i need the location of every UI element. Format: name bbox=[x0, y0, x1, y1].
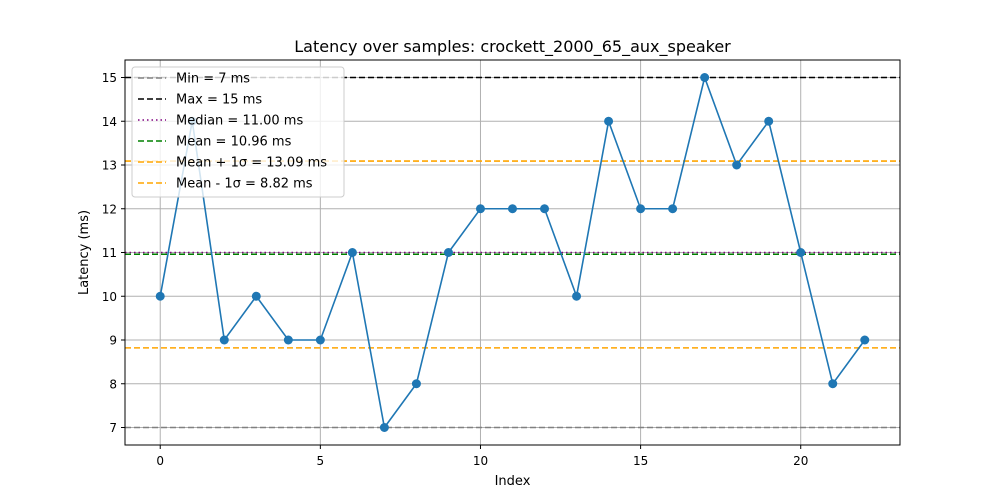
data-point bbox=[155, 291, 165, 301]
legend-label: Max = 15 ms bbox=[176, 93, 262, 108]
y-tick-label: 12 bbox=[102, 202, 117, 216]
data-point bbox=[828, 379, 838, 389]
data-point bbox=[475, 204, 485, 214]
y-tick-label: 15 bbox=[102, 71, 117, 85]
data-point bbox=[219, 335, 229, 345]
y-tick-label: 8 bbox=[109, 377, 117, 391]
data-point bbox=[508, 204, 517, 214]
data-point bbox=[764, 116, 774, 126]
legend-label: Mean + 1σ = 13.09 ms bbox=[176, 156, 327, 171]
data-point bbox=[860, 335, 870, 345]
data-point bbox=[668, 204, 678, 214]
data-point bbox=[604, 116, 614, 126]
y-tick-label: 13 bbox=[102, 159, 117, 173]
y-axis-ticks: 7 8 9 10 11 12 13 14 15 bbox=[102, 71, 125, 435]
data-point bbox=[796, 248, 806, 257]
data-point bbox=[700, 73, 710, 82]
y-tick-label: 9 bbox=[109, 334, 117, 348]
data-point bbox=[443, 248, 453, 257]
y-axis-label: Latency (ms) bbox=[77, 210, 92, 295]
data-point bbox=[315, 335, 325, 345]
x-tick-label: 15 bbox=[633, 454, 648, 468]
legend-label: Mean - 1σ = 8.82 ms bbox=[176, 177, 313, 192]
data-point bbox=[572, 291, 582, 301]
legend-box bbox=[131, 66, 345, 198]
data-point bbox=[636, 204, 646, 214]
data-point bbox=[732, 160, 742, 170]
y-tick-label: 14 bbox=[102, 115, 117, 129]
x-axis-label: Index bbox=[495, 474, 531, 489]
x-axis-ticks: 0 5 10 15 20 bbox=[156, 445, 808, 468]
legend: Min = 7 ms Max = 15 ms Median = 11.00 ms Me… bbox=[131, 66, 345, 198]
data-point bbox=[251, 291, 261, 301]
data-point bbox=[540, 204, 550, 214]
chart-title: Latency over samples: crockett_2000_65_a… bbox=[294, 37, 731, 57]
x-tick-label: 0 bbox=[156, 454, 164, 468]
x-tick-label: 20 bbox=[793, 454, 808, 468]
legend-label: Min = 7 ms bbox=[176, 72, 250, 87]
legend-label: Median = 11.00 ms bbox=[176, 114, 303, 129]
data-point bbox=[411, 379, 421, 389]
x-tick-label: 5 bbox=[317, 454, 325, 468]
data-point bbox=[283, 335, 293, 345]
data-point bbox=[347, 248, 357, 257]
y-tick-label: 10 bbox=[102, 290, 117, 304]
y-tick-label: 7 bbox=[109, 421, 117, 435]
x-tick-label: 10 bbox=[473, 454, 488, 468]
y-tick-label: 11 bbox=[102, 246, 117, 260]
data-point bbox=[379, 423, 389, 432]
legend-label: Mean = 10.96 ms bbox=[176, 135, 292, 150]
